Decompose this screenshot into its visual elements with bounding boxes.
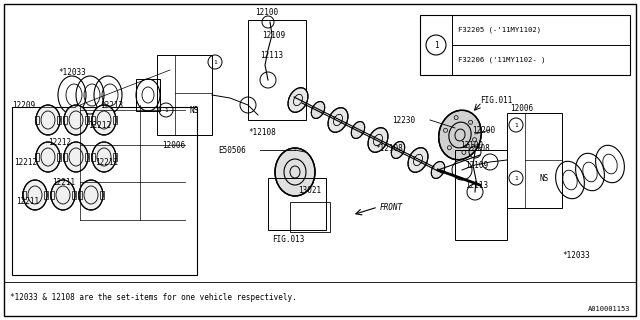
Text: E50506: E50506	[218, 146, 246, 155]
Bar	[63, 153, 67, 161]
Bar	[72, 191, 76, 199]
Bar	[78, 191, 82, 199]
Text: 1: 1	[514, 123, 518, 127]
Text: 12100: 12100	[255, 7, 278, 17]
Text: 12109: 12109	[465, 161, 488, 170]
Text: *12033 & 12108 are the set-items for one vehicle respectively.: *12033 & 12108 are the set-items for one…	[10, 293, 297, 302]
Ellipse shape	[368, 128, 388, 152]
Text: *12108: *12108	[248, 127, 276, 137]
Ellipse shape	[51, 180, 75, 210]
Text: 12212: 12212	[88, 121, 111, 130]
Text: 1: 1	[434, 41, 438, 50]
Bar	[85, 116, 89, 124]
Ellipse shape	[431, 162, 445, 179]
Bar	[507, 113, 562, 208]
Bar	[22, 191, 26, 199]
Ellipse shape	[311, 101, 324, 118]
Bar	[100, 191, 104, 199]
Text: 12113: 12113	[260, 51, 283, 60]
Ellipse shape	[391, 141, 404, 158]
Bar	[290, 202, 330, 232]
Bar	[157, 55, 212, 135]
Ellipse shape	[92, 142, 116, 172]
Bar	[63, 116, 67, 124]
Bar	[57, 153, 61, 161]
Ellipse shape	[79, 180, 103, 210]
Bar	[91, 153, 95, 161]
Ellipse shape	[328, 108, 348, 132]
Ellipse shape	[351, 122, 365, 139]
Text: 12200: 12200	[472, 125, 495, 134]
Text: 13021: 13021	[298, 186, 321, 195]
Bar	[50, 191, 54, 199]
Text: NS: NS	[540, 173, 548, 182]
Text: *12108: *12108	[375, 143, 403, 153]
Text: FIG.011: FIG.011	[480, 95, 513, 105]
Ellipse shape	[36, 142, 60, 172]
Text: 12212: 12212	[14, 157, 37, 166]
Ellipse shape	[23, 180, 47, 210]
Text: 12006: 12006	[162, 140, 185, 149]
Bar	[455, 150, 507, 240]
Text: 12211: 12211	[16, 197, 39, 206]
Text: 1: 1	[164, 108, 168, 113]
Text: 12100: 12100	[460, 140, 483, 149]
Text: 12211: 12211	[95, 157, 118, 166]
Text: 12212: 12212	[48, 138, 71, 147]
Bar	[248, 20, 306, 120]
Text: *12108: *12108	[462, 143, 490, 153]
Ellipse shape	[275, 148, 315, 196]
Bar	[44, 191, 48, 199]
Bar	[57, 116, 61, 124]
Text: 12113: 12113	[465, 180, 488, 189]
Text: *12033: *12033	[562, 251, 589, 260]
Text: FIG.013: FIG.013	[272, 236, 305, 244]
Text: 12230: 12230	[392, 116, 415, 124]
Bar	[12, 107, 197, 275]
Ellipse shape	[64, 105, 88, 135]
Text: F32205 (-'11MY1102): F32205 (-'11MY1102)	[458, 27, 541, 33]
Text: 12006: 12006	[510, 103, 533, 113]
Text: NS: NS	[189, 106, 198, 115]
Bar	[136, 79, 160, 111]
Ellipse shape	[288, 88, 308, 112]
Text: F32206 ('11MY1102- ): F32206 ('11MY1102- )	[458, 57, 545, 63]
Ellipse shape	[408, 148, 428, 172]
Text: 12211: 12211	[52, 178, 75, 187]
Text: 1: 1	[213, 60, 217, 65]
Text: A010001153: A010001153	[588, 306, 630, 312]
Text: 12209: 12209	[12, 100, 35, 109]
Bar	[420, 15, 630, 75]
Text: FRONT: FRONT	[380, 203, 403, 212]
Ellipse shape	[36, 105, 60, 135]
Bar	[91, 116, 95, 124]
Text: 12109: 12109	[262, 30, 285, 39]
Bar	[113, 116, 117, 124]
Bar	[35, 153, 39, 161]
Bar	[113, 153, 117, 161]
Bar	[85, 153, 89, 161]
Ellipse shape	[438, 110, 481, 160]
Ellipse shape	[92, 105, 116, 135]
Text: 1: 1	[514, 175, 518, 180]
Text: 12213: 12213	[100, 100, 123, 109]
Bar	[268, 178, 326, 230]
Ellipse shape	[64, 142, 88, 172]
Bar	[35, 116, 39, 124]
Text: *12033: *12033	[58, 68, 86, 76]
